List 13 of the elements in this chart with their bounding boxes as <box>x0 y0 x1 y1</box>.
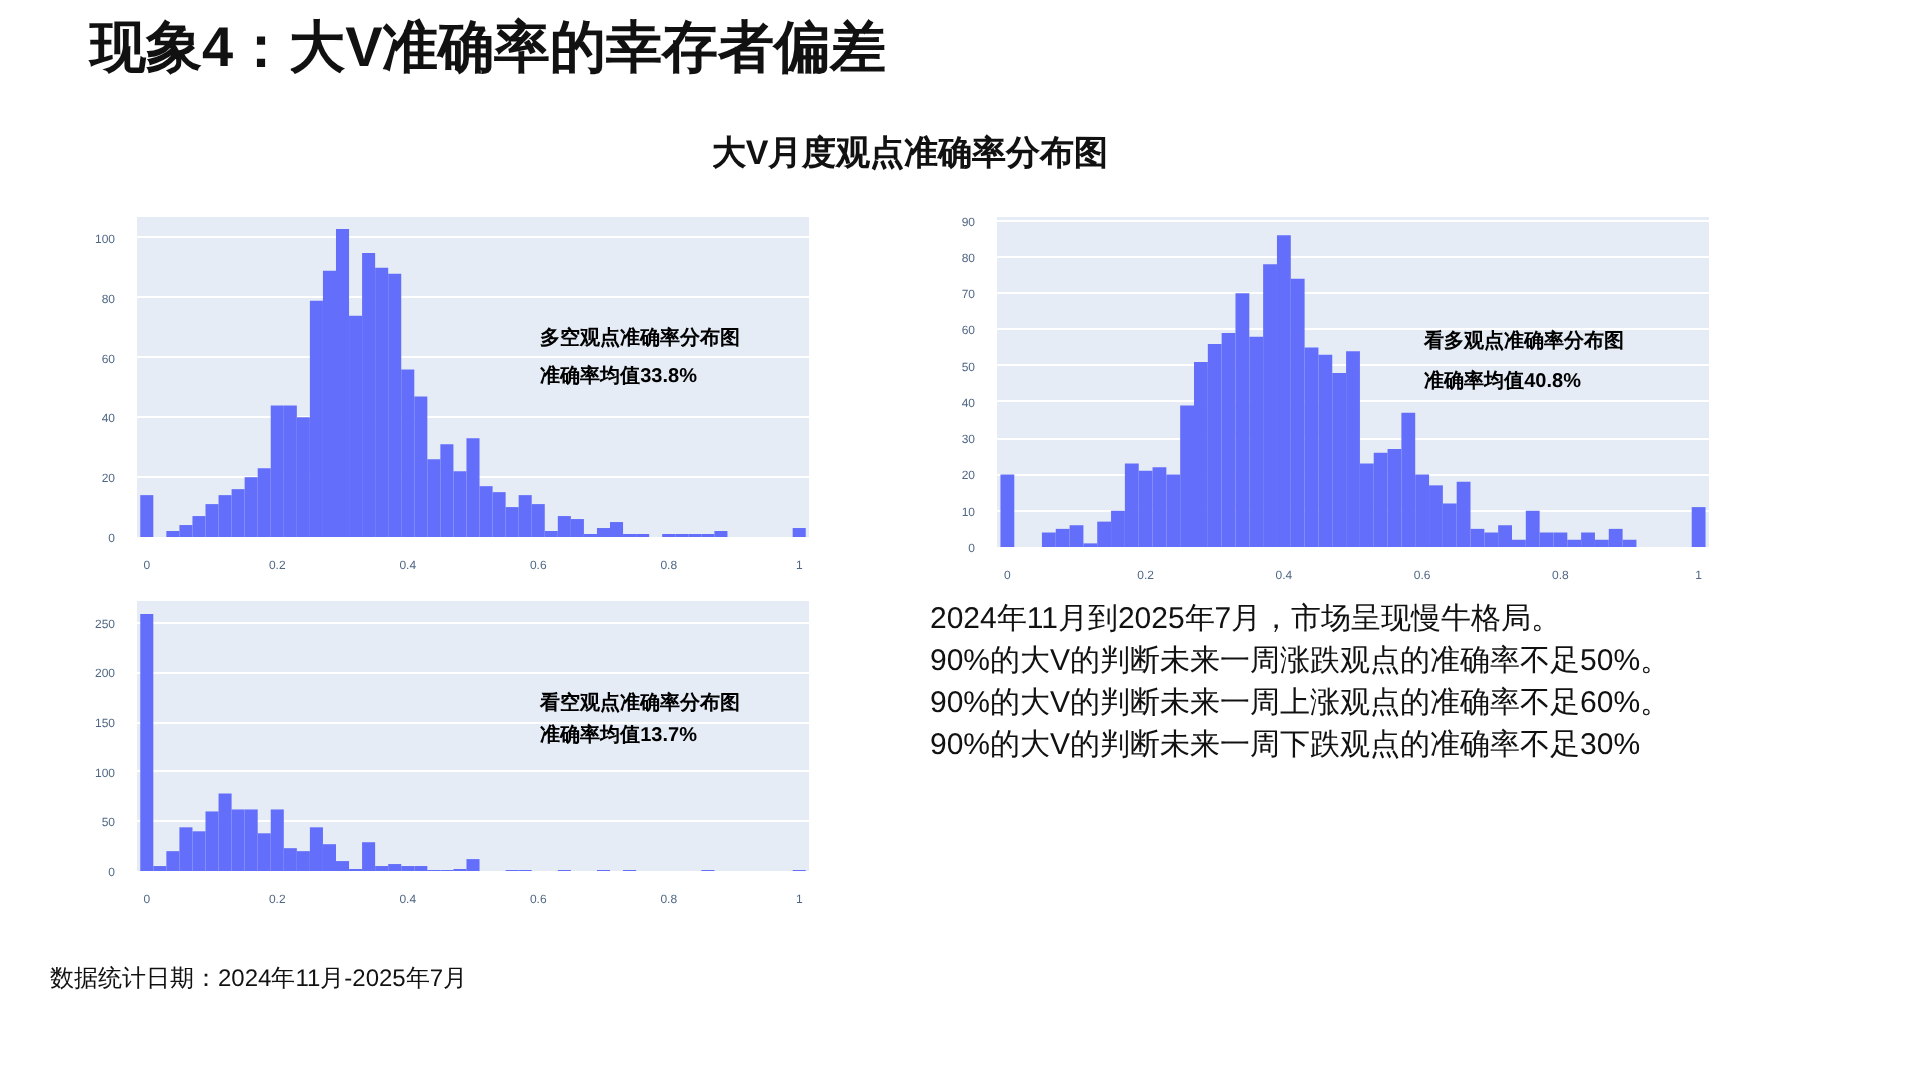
text: 2024年11月到2025年7月，市场呈现慢牛格局。 <box>930 600 1564 640</box>
text: 90%的大V的判断未来一周上涨观点的准确率不足60%。 <box>930 684 1671 724</box>
text: 数据统计日期：2024年11月-2025年7月 <box>50 962 468 996</box>
annotation: 准确率均值33.8% <box>540 364 698 388</box>
annotation: 准确率均值13.7% <box>540 723 698 747</box>
text: 90%的大V的判断未来一周下跌观点的准确率不足30% <box>930 726 1643 766</box>
annotation: 看空观点准确率分布图 <box>538 690 741 715</box>
text: 现象4：大V准确率的幸存者偏差 <box>90 14 887 82</box>
text: 大V月度观点准确率分布图 <box>709 132 1111 176</box>
annotation: 多空观点准确率分布图 <box>540 325 741 350</box>
annotation: 看多观点准确率分布图 <box>1422 329 1625 354</box>
text: 90%的大V的判断未来一周涨跌观点的准确率不足50%。 <box>930 642 1671 682</box>
annotation: 准确率均值40.8% <box>1424 369 1582 393</box>
